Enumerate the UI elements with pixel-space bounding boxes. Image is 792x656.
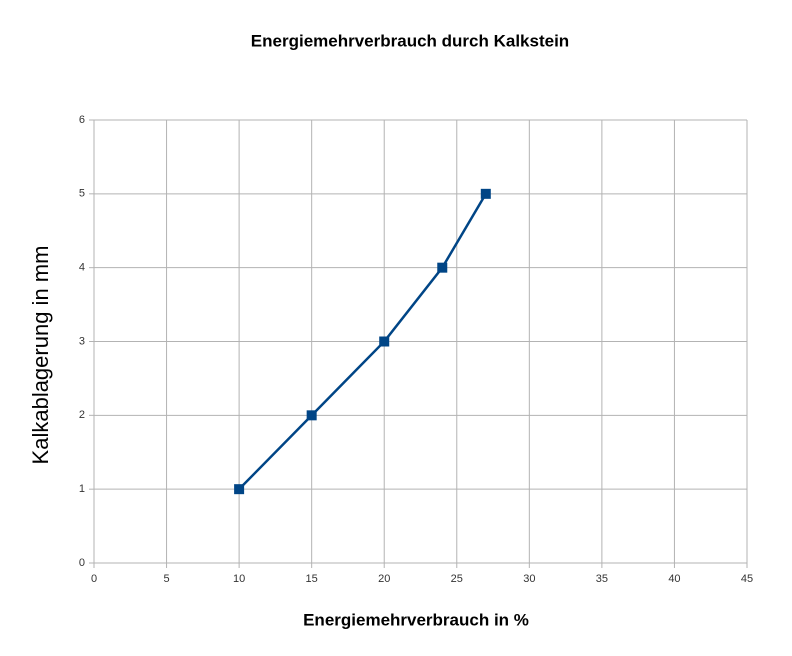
marker [306,410,317,421]
x-tick-label: 45 [741,573,753,585]
y-tick-label: 2 [79,409,85,421]
x-tick-label: 0 [91,573,97,585]
y-tick-label: 6 [79,114,85,126]
x-tick-label: 30 [523,573,535,585]
x-tick-label: 35 [596,573,608,585]
x-tick-label: 25 [451,573,463,585]
marker [234,484,245,495]
y-axis-label: Kalkablagerung in mm [28,246,53,465]
x-tick-label: 10 [233,573,245,585]
y-tick-label: 0 [79,557,85,569]
x-tick-label: 40 [668,573,680,585]
y-tick-label: 3 [79,335,85,347]
x-tick-label: 15 [306,573,318,585]
x-tick-label: 5 [163,573,169,585]
x-axis-label: Energiemehrverbrauch in % [303,610,529,629]
marker [379,336,390,347]
chart-title: Energiemehrverbrauch durch Kalkstein [251,31,569,50]
x-tick-label: 20 [378,573,390,585]
y-tick-label: 1 [79,483,85,495]
marker [437,262,448,273]
marker [480,188,491,199]
y-tick-label: 4 [79,262,85,274]
y-tick-label: 5 [79,188,85,200]
